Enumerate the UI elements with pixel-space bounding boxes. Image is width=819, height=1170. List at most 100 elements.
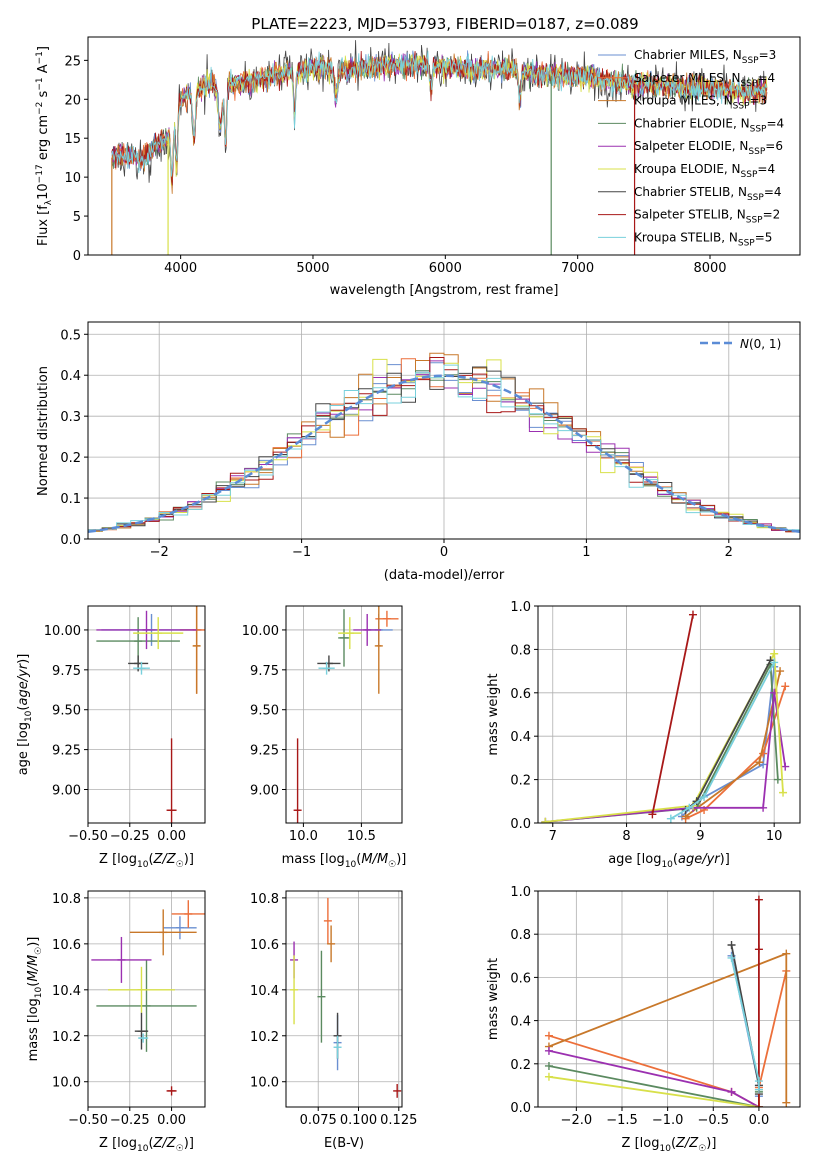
series-marker-5 [544,1072,553,1081]
plot-area [544,895,791,1107]
x-tick-label: 8000 [693,261,726,276]
x-axis-label: wavelength [Angstrom, rest frame] [330,283,559,298]
legend-entry-1: Salpeter MILES, NSSP=4 [634,71,775,89]
series-marker-8 [770,658,779,667]
y-tick-label: 1.0 [510,600,531,615]
axes-frame [87,890,206,1108]
spectrum-panel: 4000 5000 6000 7000 8000 0 5 10 15 20 25 wavelength… [35,36,801,298]
series-marker-2 [782,1098,791,1107]
series-marker-2 [782,949,791,958]
y-tick-label: 9.25 [250,744,279,759]
massweight-vs-metallicity-panel: −2.0 −1.5 −1.0 −0.5 0.0 0.0 0.2 0.4 0.6 0.8 1.0 Z [… [486,885,801,1154]
series-marker-4 [727,1087,736,1096]
y-tick-label: 0.1 [60,492,81,507]
series-line-3 [548,1065,760,1107]
y-tick-label: 0.4 [60,369,81,384]
y-tick-label: 9.50 [52,704,81,719]
series-marker-4 [759,803,768,812]
plot-area [290,897,402,1098]
series-marker-7 [754,895,763,904]
axes-frame [285,605,403,824]
series-marker-3 [544,1061,553,1070]
series-marker-8 [727,953,736,962]
x-tick-label: −0.50 [68,829,108,844]
y-tick-label: 0.0 [60,533,81,548]
series-line-8 [670,661,775,820]
normal-curve [88,374,800,534]
x-tick-label: −1 [292,545,311,560]
age-vs-mass-panel: 10.0 10.5 9.00 9.25 9.50 9.75 10.00 mass [log10… [242,605,406,870]
x-tick-label: 9 [696,829,704,844]
x-tick-label: 7000 [561,261,594,276]
y-tick-label: 9.50 [250,704,279,719]
legend-entry-6: Chabrier STELIB, NSSP=4 [634,185,782,203]
y-tick-label: 10.0 [250,1076,279,1091]
y-tick-label: 10.6 [250,938,279,953]
series-marker-5 [541,817,550,823]
x-tick-label: 0.00 [157,1113,186,1128]
y-tick-label: 9.00 [52,783,81,798]
series-marker-8 [685,803,694,812]
axes-frame [87,605,206,824]
mass-vs-metallicity-panel: −0.50 −0.25 0.00 10.0 10.2 10.4 10.6 10.8 Z [log… [26,890,206,1154]
series-marker-5 [770,649,779,658]
y-tick-label: 0.0 [510,817,531,832]
y-axis-label: mass weight [486,958,501,1040]
series-marker-7 [754,1103,763,1107]
y-tick-label: 0.6 [510,687,531,702]
x-tick-label: −0.5 [697,1113,729,1128]
series-marker-8 [754,1077,763,1086]
x-tick-label: −2 [150,545,169,560]
spectrum-line-8 [111,50,768,177]
y-tick-label: 25 [64,54,81,69]
x-tick-label: −0.50 [68,1113,108,1128]
x-tick-label: −1.0 [652,1113,684,1128]
y-axis-label: Flux [fλ10−17 erg cm−2 s−1 A−1] [35,46,54,246]
x-axis-label: E(B-V) [324,1136,364,1151]
series-marker-7 [688,610,697,619]
x-axis-label: Z [log10(Z/Z☉)] [99,1136,194,1154]
x-axis-label: (data-model)/error [384,568,505,583]
series-line-3 [545,661,779,823]
y-tick-label: 9.25 [52,744,81,759]
y-tick-label: 0.3 [60,410,81,425]
series-marker-2 [776,667,785,676]
series-marker-8 [666,814,675,823]
legend-entry-3: Chabrier ELODIE, NSSP=4 [634,116,784,134]
mass-vs-extinction-panel: 0.075 0.100 0.125 10.0 10.2 10.4 10.6 10.8 E(B-V… [250,890,417,1151]
figure-title: PLATE=2223, MJD=53793, FIBERID=0187, z=0… [251,15,638,33]
plot-area [88,352,800,534]
legend-entry-2: Kroupa MILES, NSSP=3 [634,94,767,112]
x-axis-label: Z [log10(Z/Z☉)] [99,852,194,870]
x-tick-label: −1.5 [606,1113,638,1128]
x-tick-label: 10.5 [347,829,376,844]
y-axis-label: mass weight [486,673,501,755]
x-tick-label: 0.075 [300,1113,337,1128]
age-vs-metallicity-panel: −0.50 −0.25 0.00 9.00 9.25 9.50 9.75 10.00 Z [lo… [16,605,206,870]
x-tick-label: 0.100 [340,1113,377,1128]
plot-area [541,610,790,823]
y-tick-label: 0.0 [510,1101,531,1116]
legend: Chabrier MILES, NSSP=3 Salpeter MILES, NS… [598,48,784,248]
x-tick-label: 8 [622,829,630,844]
series-marker-6 [727,941,736,949]
y-tick-label: 9.75 [52,664,81,679]
axes-frame [285,890,403,1108]
x-tick-label: 10.0 [289,829,318,844]
series-marker-7 [648,810,657,819]
series-marker-3 [773,775,782,784]
y-tick-label: 10.0 [52,1076,81,1091]
plot-area [111,40,768,255]
axes-frame [87,36,801,256]
legend-entry-normal: N(0, 1) [740,337,781,351]
series-marker-7 [754,945,763,954]
series-marker-1 [544,1031,553,1040]
y-tick-label: 0.5 [60,328,81,343]
series-marker-2 [755,758,764,767]
y-tick-label: 9.00 [250,783,279,798]
legend-entry-5: Kroupa ELODIE, NSSP=4 [634,162,775,180]
y-tick-label: 0.4 [510,1015,531,1030]
plot-area [91,900,205,1096]
y-axis-label: Normed distribution [36,366,51,496]
spectrum-line-7 [111,50,767,186]
